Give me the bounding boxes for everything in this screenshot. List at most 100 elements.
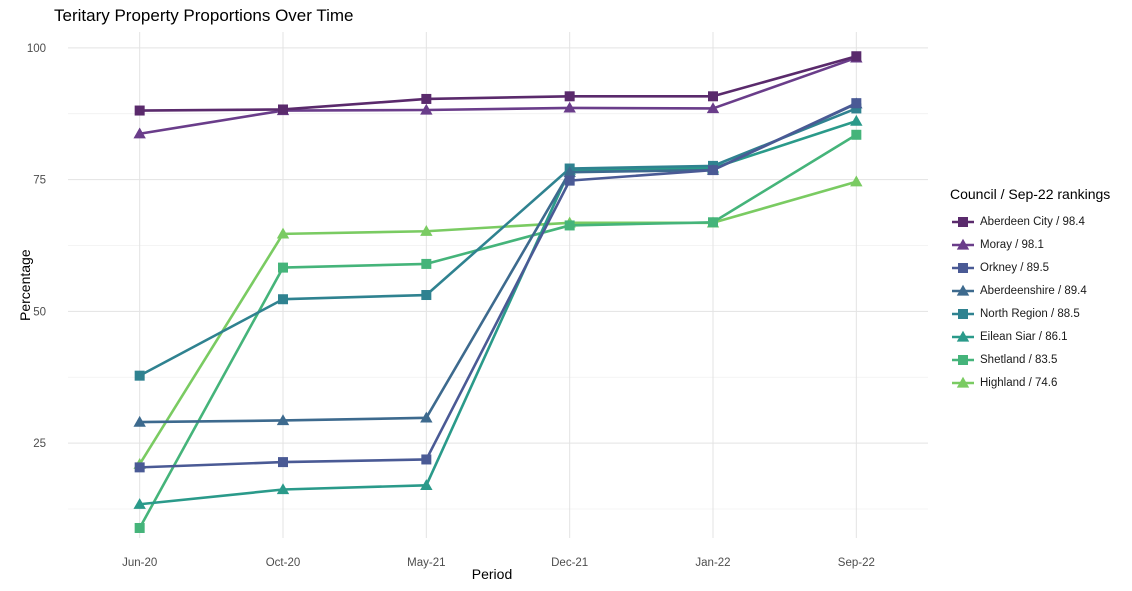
legend-label: Aberdeen City / 98.4 [980,215,1085,228]
x-tick-label: Sep-22 [838,557,875,569]
x-tick-label: Oct-20 [266,557,301,569]
data-point [420,225,433,236]
data-point [421,258,432,269]
legend-key-marker [956,376,970,388]
legend-item: Moray / 98.1 [950,233,1110,256]
data-point [708,217,718,228]
legend-item: Eilean Siar / 86.1 [950,325,1110,348]
legend-label: Orkney / 89.5 [980,261,1050,274]
legend-label: North Region / 88.5 [980,307,1080,320]
data-point [563,101,576,113]
y-tick-label: 25 [33,438,46,450]
y-axis-label: Percentage [17,249,33,321]
series-group [133,51,863,533]
series [134,98,862,473]
y-tick-label: 100 [27,43,46,55]
data-point [851,129,862,140]
legend-title: Council / Sep-22 rankings [950,186,1111,202]
data-point [134,462,145,473]
data-point [134,105,145,116]
data-point [133,498,146,509]
legend-key [952,308,974,319]
data-point [134,522,145,533]
data-point [133,127,146,139]
data-point [278,262,288,273]
series [133,51,863,139]
data-point [563,166,576,177]
data-point [420,479,433,490]
series-line [139,54,857,112]
series-line [139,101,857,469]
legend-label: Moray / 98.1 [980,238,1044,251]
x-tick-label: Jun-20 [122,557,157,569]
chart-title: Teritary Property Proportions Over Time [54,6,354,25]
legend-key [952,330,974,342]
data-point [421,454,432,465]
data-point [133,415,146,427]
legend-key-marker [958,262,968,273]
series-line [139,119,857,506]
series [134,51,862,116]
x-tick-label: May-21 [407,557,445,569]
data-point [276,414,290,426]
grid [68,32,928,538]
legend-item: Aberdeenshire / 89.4 [950,279,1110,302]
data-point [564,91,575,102]
data-point [278,294,288,305]
y-tick-label: 50 [33,306,46,318]
data-point [851,51,862,62]
data-point [708,91,718,102]
data-point [420,103,433,115]
legend-items: Aberdeen City / 98.4 Moray / 98.1 Orkney /… [950,210,1110,394]
data-point [706,102,720,114]
legend-item: Aberdeen City / 98.4 [950,210,1110,233]
legend-label: Highland / 74.6 [980,376,1058,389]
data-point [278,457,288,468]
legend-item: Shetland / 83.5 [950,348,1110,371]
data-point [850,175,863,187]
legend-key [952,238,974,250]
data-point [850,114,863,126]
series-line [139,56,857,136]
y-tick-label: 75 [33,175,46,187]
data-point [421,290,432,301]
data-point [851,98,862,109]
x-tick-label: Jan-22 [695,557,730,569]
data-point [564,175,575,186]
series [134,129,862,533]
data-point [708,165,718,176]
legend-item: Orkney / 89.5 [950,256,1110,279]
legend-label: Eilean Siar / 86.1 [980,330,1068,343]
data-point [276,227,290,239]
series-line [139,107,857,377]
legend-key-marker [958,216,968,227]
x-tick-label: Dec-21 [551,557,588,569]
legend-item: North Region / 88.5 [950,302,1110,325]
data-point [134,370,145,381]
legend-key [952,354,974,365]
x-axis-label: Period [471,566,513,582]
series-line [138,180,857,465]
legend-key [952,262,974,273]
series-line [138,133,858,529]
legend-key [952,376,974,388]
legend-key-marker [956,330,970,342]
legend-label: Shetland / 83.5 [980,353,1058,366]
legend: Council / Sep-22 rankings Aberdeen City … [950,186,1110,394]
data-point [421,93,432,104]
legend-item: Highland / 74.6 [950,371,1110,394]
legend-key-marker [958,308,968,319]
legend-key [952,216,974,227]
series [133,114,863,509]
legend-key-marker [956,238,970,250]
data-point [564,220,575,231]
legend-label: Aberdeenshire / 89.4 [980,284,1087,297]
data-point [420,411,433,423]
legend-key-marker [958,354,968,365]
data-point [276,483,290,495]
data-point [278,104,288,115]
data-point [851,103,862,114]
legend-key-marker [956,284,970,296]
legend-key [952,284,974,296]
